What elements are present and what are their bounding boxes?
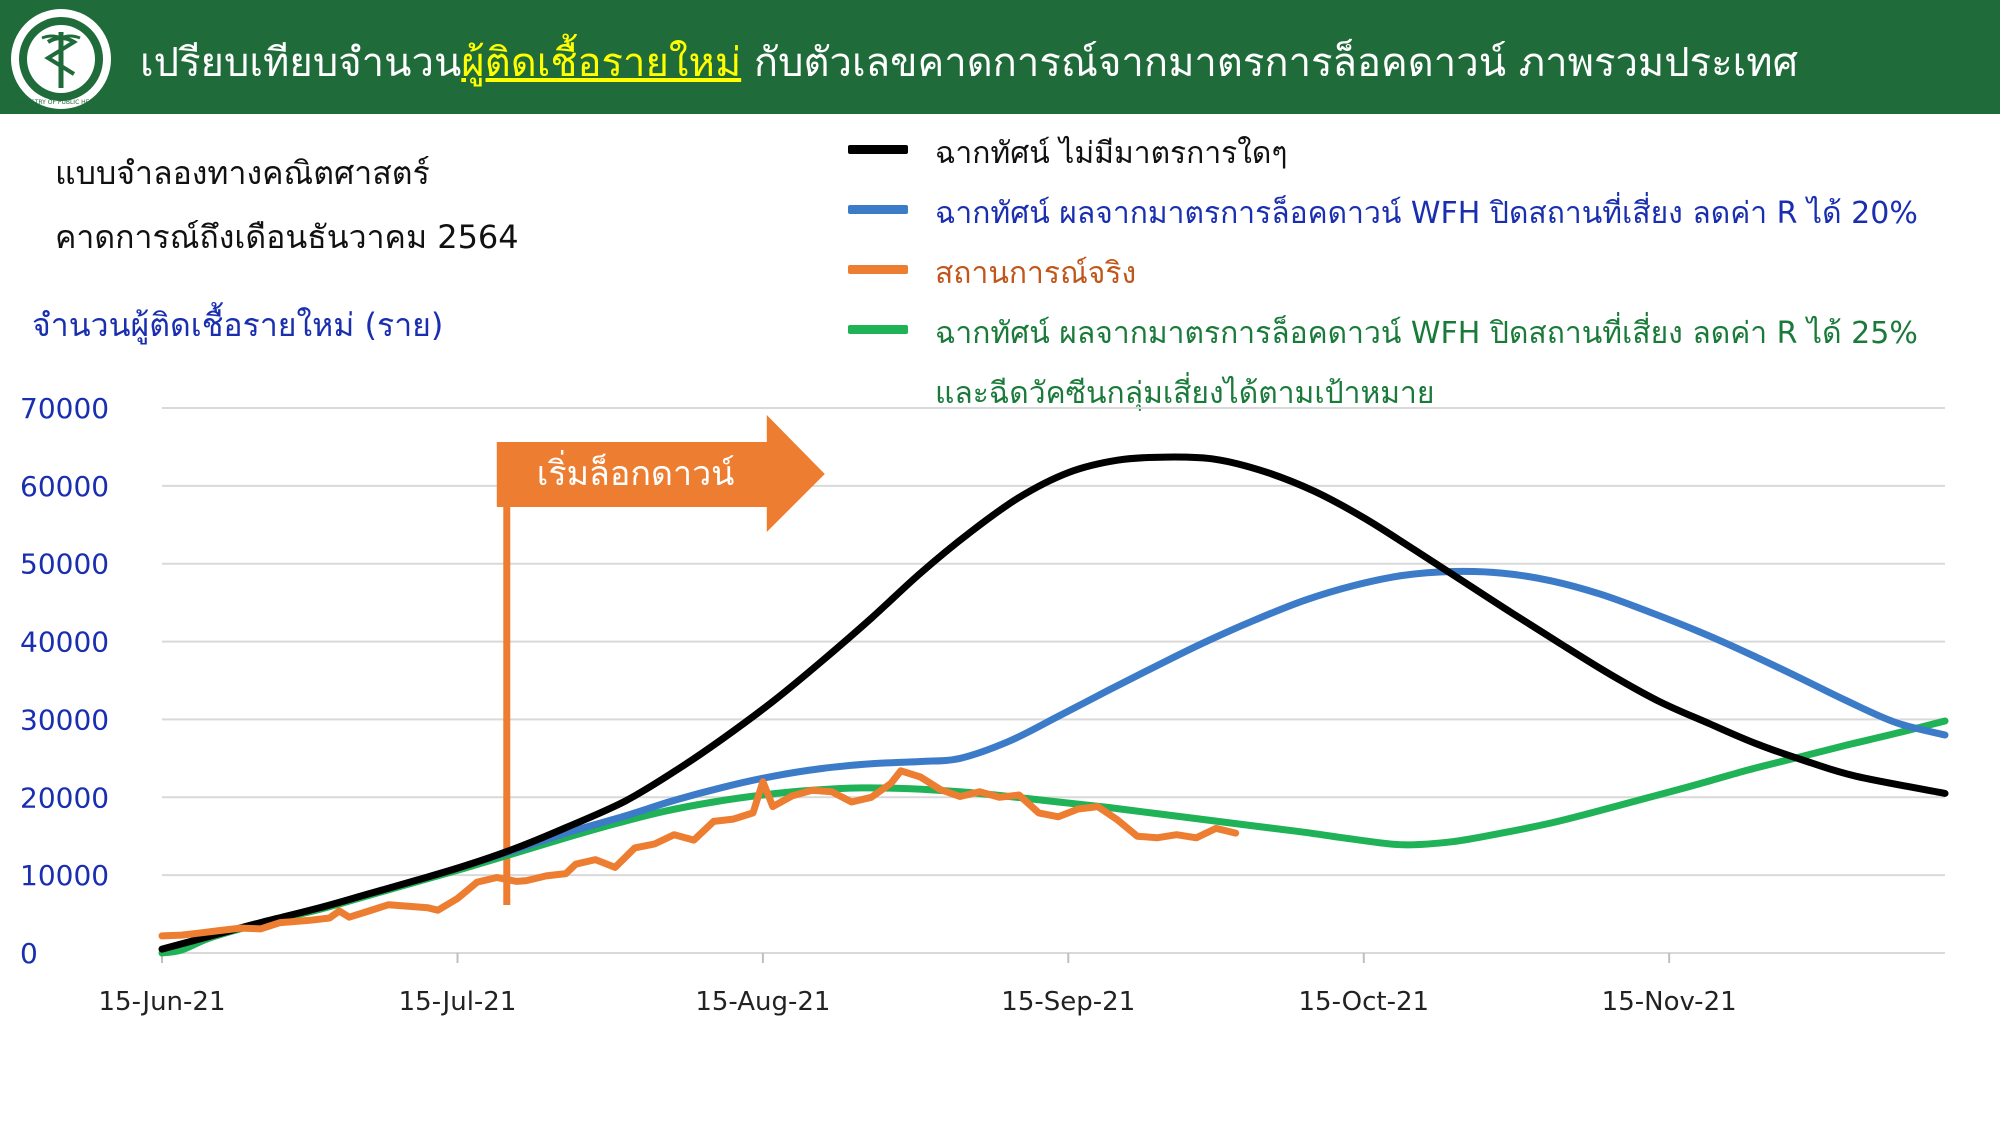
y-tick-label: 60000 [20, 470, 109, 503]
x-tick-label: 15-Sep-21 [1001, 987, 1135, 1017]
legend-label: ฉากทัศน์ ผลจากมาตรการล็อคดาวน์ WFH ปิดสถ… [935, 316, 1918, 351]
title-highlight: ผู้ติดเชื้อรายใหม่ [461, 40, 742, 86]
y-tick-label: 20000 [20, 781, 109, 814]
x-tick-label: 15-Jul-21 [399, 987, 517, 1017]
subtitle-model: แบบจำลองทางคณิตศาสตร์ [55, 154, 430, 192]
subtitle-forecast: คาดการณ์ถึงเดือนธันวาคม 2564 [55, 218, 519, 256]
x-axis-ticks: 15-Jun-21 15-Jul-21 15-Aug-21 15-Sep-21 15-O… [98, 953, 1737, 1017]
legend-label-line2: และฉีดวัคซีนกลุ่มเสี่ยงได้ตามเป้าหมาย [935, 376, 1435, 411]
x-tick-label: 15-Aug-21 [695, 987, 830, 1017]
x-tick-label: 15-Nov-21 [1602, 987, 1737, 1017]
y-tick-label: 30000 [20, 703, 109, 736]
lockdown-annotation: เริ่มล็อกดาวน์ [496, 415, 825, 905]
legend-label: ฉากทัศน์ ไม่มีมาตรการใดๆ [935, 136, 1288, 171]
lockdown-arrow [496, 415, 825, 532]
legend-label: สถานการณ์จริง [935, 256, 1137, 291]
legend-swatch [848, 205, 908, 214]
series-line-r25-vaccine [158, 717, 1949, 957]
y-tick-label: 0 [20, 937, 38, 970]
ministry-of-public-health-seal-icon: MINISTRY OF PUBLIC HEALTH [11, 9, 111, 109]
y-axis-label: จำนวนผู้ติดเชื้อรายใหม่ (ราย) [32, 306, 444, 344]
legend-label: ฉากทัศน์ ผลจากมาตรการล็อคดาวน์ WFH ปิดสถ… [935, 196, 1918, 231]
x-tick-label: 15-Jun-21 [98, 987, 225, 1017]
legend-swatch [848, 145, 908, 154]
title-part2: กับตัวเลขคาดการณ์จากมาตรการล็อคดาวน์ ภาพ… [741, 40, 1799, 86]
legend-swatch [848, 265, 908, 274]
title-part1: เปรียบเทียบจำนวน [140, 40, 462, 86]
series-line-r20 [463, 567, 1949, 869]
page-title: เปรียบเทียบจำนวนผู้ติดเชื้อรายใหม่ กับตั… [140, 30, 1798, 94]
y-tick-label: 70000 [20, 392, 109, 425]
series-line-no-measures [158, 453, 1949, 953]
y-axis-ticks: 0 10000 20000 30000 40000 50000 60000 70000 [20, 392, 109, 970]
svg-text:MINISTRY OF PUBLIC HEALTH: MINISTRY OF PUBLIC HEALTH [18, 99, 105, 106]
legend-swatch [848, 325, 908, 334]
gridlines [162, 407, 1945, 954]
header-bar: MINISTRY OF PUBLIC HEALTH เปรียบเทียบจำน… [0, 0, 2000, 114]
y-tick-label: 50000 [20, 548, 109, 581]
lockdown-label: เริ่มล็อกดาวน์ [537, 450, 735, 494]
x-tick-label: 15-Oct-21 [1298, 987, 1429, 1017]
y-tick-label: 40000 [20, 626, 109, 659]
y-tick-label: 10000 [20, 859, 109, 892]
series-lines [158, 453, 1949, 957]
series-line-actual [158, 767, 1240, 940]
